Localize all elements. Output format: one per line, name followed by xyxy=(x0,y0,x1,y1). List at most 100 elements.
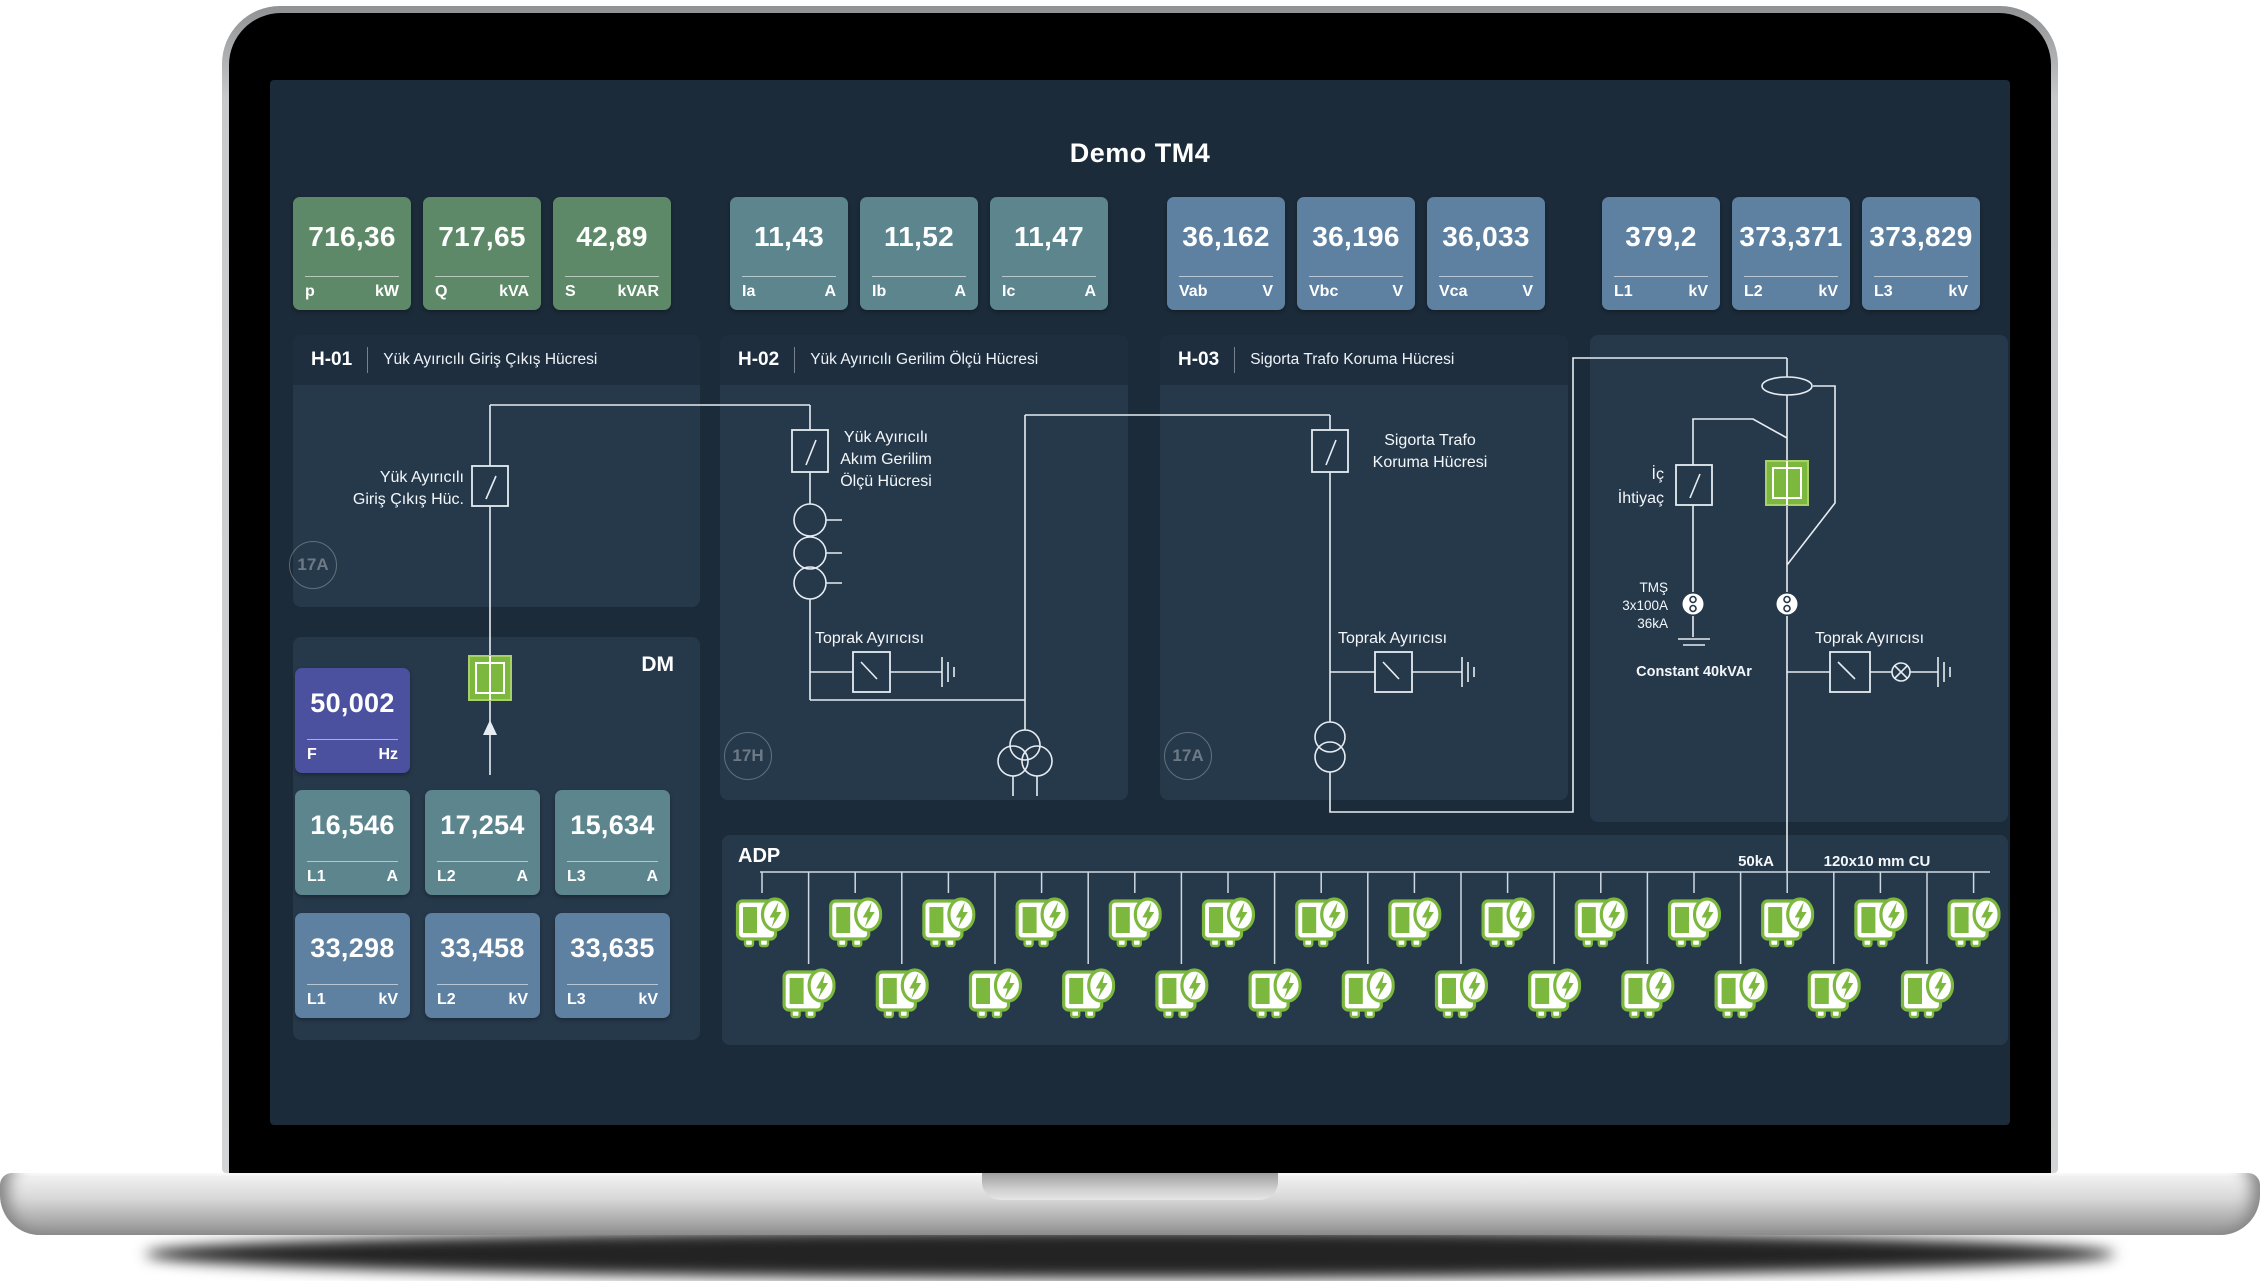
header-divider xyxy=(1234,347,1236,373)
metric-label: Vab xyxy=(1179,283,1208,300)
metric-tile-ia: 11,43 Ia A xyxy=(730,197,848,310)
metric-label: L3 xyxy=(567,991,586,1008)
metric-label: Ic xyxy=(1002,283,1016,300)
metric-tile-vbc: 36,196 Vbc V xyxy=(1297,197,1415,310)
metric-tile-p: 716,36 p kW xyxy=(293,197,411,310)
metric-value: 717,65 xyxy=(438,220,526,252)
laptop-notch xyxy=(982,1173,1278,1200)
metric-label: Ib xyxy=(872,283,887,300)
adp-feeders xyxy=(735,872,2001,1019)
divider xyxy=(307,861,398,862)
metric-label: F xyxy=(307,746,317,763)
header-divider xyxy=(794,347,796,373)
metric-unit: V xyxy=(1262,283,1273,300)
metric-value: 373,371 xyxy=(1739,220,1843,252)
metric-label: p xyxy=(305,283,315,300)
dm-tile-v-l3: 33,635 L3 kV xyxy=(555,913,670,1018)
dm-tile-frequency: 50,002 F Hz xyxy=(295,668,410,773)
metric-label: L1 xyxy=(307,991,326,1008)
earth-switch-icon[interactable] xyxy=(852,651,891,693)
adp-label: ADP xyxy=(738,845,781,867)
panel-h03-header: H-03 Sigorta Trafo Koruma Hücresi xyxy=(1160,335,1568,385)
breaker-closed-icon[interactable] xyxy=(468,655,512,701)
metric-value: 50,002 xyxy=(310,688,395,718)
metric-value: 15,634 xyxy=(570,810,655,840)
metric-label: L2 xyxy=(1744,283,1763,300)
metric-tile-ic: 11,47 Ic A xyxy=(990,197,1108,310)
metric-unit: Hz xyxy=(378,746,398,763)
metric-unit: kW xyxy=(375,283,399,300)
load-break-switch-icon[interactable] xyxy=(471,465,509,507)
metric-value: 379,2 xyxy=(1625,220,1697,252)
metric-unit: kV xyxy=(378,991,398,1008)
metric-label: Vbc xyxy=(1309,283,1339,300)
dm-tile-i-l3: 15,634 L3 A xyxy=(555,790,670,895)
divider xyxy=(742,276,836,277)
dm-tile-v-l2: 33,458 L2 kV xyxy=(425,913,540,1018)
metric-label: Vca xyxy=(1439,283,1468,300)
metric-label: L3 xyxy=(567,868,586,885)
divider xyxy=(1439,276,1533,277)
earth-switch-icon[interactable] xyxy=(1829,651,1871,693)
fuse-switch-icon[interactable] xyxy=(1311,429,1349,473)
metric-unit: A xyxy=(1084,283,1096,300)
metric-unit: kV xyxy=(638,991,658,1008)
earth-switch-icon[interactable] xyxy=(1374,651,1413,693)
metric-label: S xyxy=(565,283,576,300)
divider xyxy=(1614,276,1708,277)
page-title: Demo TM4 xyxy=(1069,138,1211,168)
panel-h02: H-02 Yük Ayırıcılı Gerilim Ölçü Hücresi … xyxy=(720,335,1128,800)
metric-value: 11,43 xyxy=(753,220,825,252)
cell-id: H-02 xyxy=(738,349,780,370)
metric-unit: A xyxy=(516,868,528,885)
metric-unit: A xyxy=(646,868,658,885)
metric-value: 16,546 xyxy=(310,810,395,840)
panel-h03: H-03 Sigorta Trafo Koruma Hücresi 17A xyxy=(1160,335,1568,800)
breaker-closed-icon[interactable] xyxy=(1765,460,1809,506)
divider xyxy=(567,861,658,862)
metric-unit: kV xyxy=(1818,283,1838,300)
metric-unit: kV xyxy=(1688,283,1708,300)
metric-value: 36,196 xyxy=(1312,220,1400,252)
header-divider xyxy=(367,347,369,373)
metric-tile-l1kv: 379,2 L1 kV xyxy=(1602,197,1720,310)
metric-label: L1 xyxy=(307,868,326,885)
laptop-base xyxy=(0,1173,2260,1235)
divider xyxy=(305,276,399,277)
dm-tile-v-l1: 33,298 L1 kV xyxy=(295,913,410,1018)
metric-unit: A xyxy=(386,868,398,885)
dm-tile-i-l1: 16,546 L1 A xyxy=(295,790,410,895)
cell-badge: 17A xyxy=(289,541,337,589)
cell-title: Yük Ayırıcılı Giriş Çıkış Hücresi xyxy=(383,351,598,368)
metric-unit: A xyxy=(824,283,836,300)
metric-label: L2 xyxy=(437,868,456,885)
metric-unit: kV xyxy=(508,991,528,1008)
metric-value: 36,033 xyxy=(1442,220,1530,252)
metric-tile-vab: 36,162 Vab V xyxy=(1167,197,1285,310)
cell-id: H-03 xyxy=(1178,349,1220,370)
panel-h02-header: H-02 Yük Ayırıcılı Gerilim Ölçü Hücresi xyxy=(720,335,1128,385)
aux-switch-icon[interactable] xyxy=(1675,464,1713,506)
divider xyxy=(1309,276,1403,277)
load-break-switch-icon[interactable] xyxy=(791,429,829,473)
metric-unit: A xyxy=(954,283,966,300)
laptop-shadow xyxy=(145,1230,2115,1278)
metric-unit: kVAR xyxy=(617,283,660,300)
divider xyxy=(1874,276,1968,277)
metric-value: 33,635 xyxy=(570,933,655,963)
metric-tile-ib: 11,52 Ib A xyxy=(860,197,978,310)
metric-label: Ia xyxy=(742,283,756,300)
metric-tile-l3kv: 373,829 L3 kV xyxy=(1862,197,1980,310)
panel-lv-section xyxy=(1590,335,2008,822)
divider xyxy=(307,739,398,740)
metric-label: L2 xyxy=(437,991,456,1008)
metric-value: 33,458 xyxy=(440,933,525,963)
metric-label: L3 xyxy=(1874,283,1893,300)
divider xyxy=(565,276,659,277)
metric-label: Q xyxy=(435,283,448,300)
cell-badge: 17A xyxy=(1164,732,1212,780)
